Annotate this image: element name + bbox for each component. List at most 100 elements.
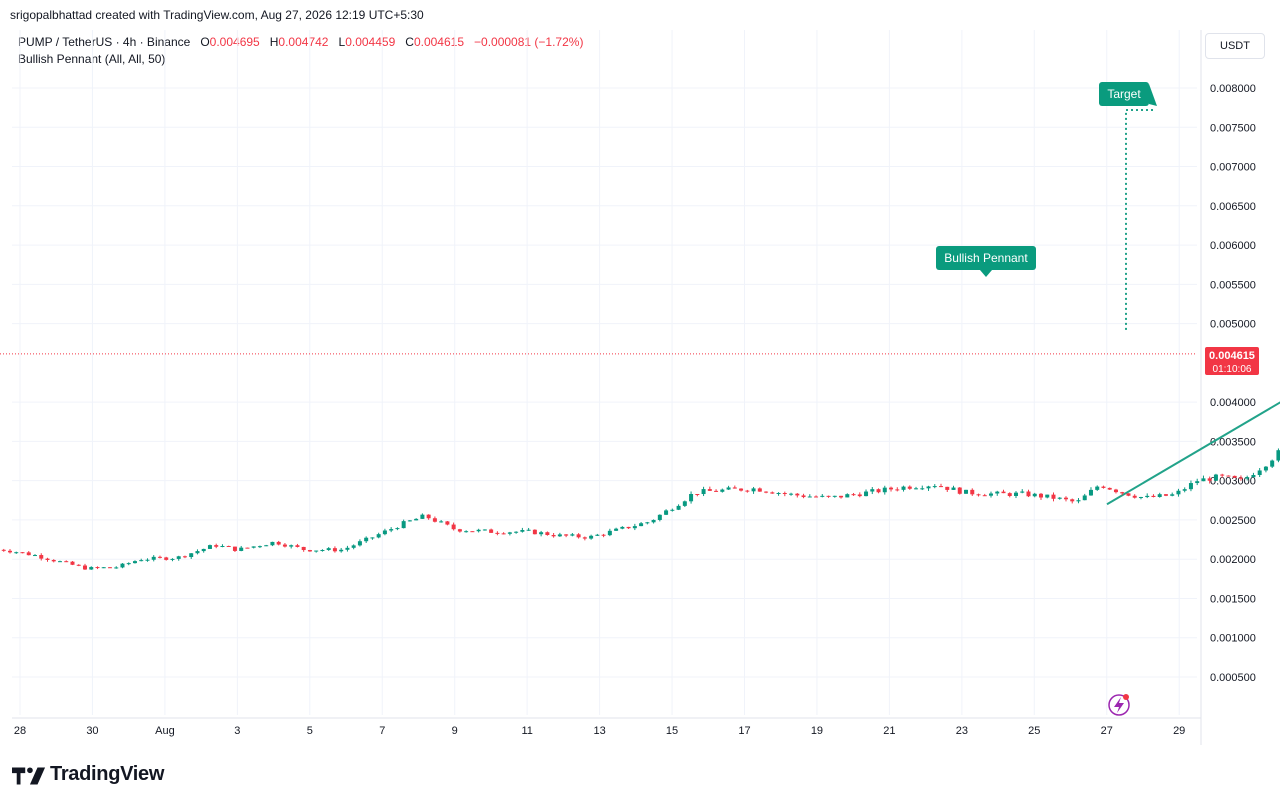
candle-up [476,529,481,532]
candle-down [857,494,862,497]
price-tick-label: 0.005000 [1210,319,1256,331]
candle-up [1138,497,1143,499]
ohlc-legend: PUMP / TetherUS · 4h · Binance O0.004695… [18,35,583,49]
candle-up [257,546,262,548]
indicator-legend[interactable]: Bullish Pennant (All, All, 50) [18,52,166,66]
pennant-label: Bullish Pennant [936,246,1036,277]
date-tick-label: 5 [307,725,313,737]
candle-down [745,490,750,492]
candle-down [982,495,987,497]
candle-up [1076,500,1081,502]
candle-up [482,529,487,531]
candle-up [914,488,919,490]
candle-up [101,567,106,569]
candle-down [626,526,631,529]
candle-down [1026,491,1031,497]
candle-up [151,556,156,560]
candle-up [320,550,325,552]
candle-up [89,567,94,570]
date-tick-label: 23 [956,725,968,737]
price-tick-label: 0.003000 [1210,476,1256,488]
open-label: O [200,35,210,49]
date-tick-label: 15 [666,725,678,737]
candle-up [645,522,650,524]
candle-up [901,486,906,490]
date-tick-label: 30 [86,725,98,737]
candle-down [470,531,475,533]
candle-down [532,529,537,535]
candle-up [220,545,225,547]
candle-down [1063,497,1068,500]
price-tick-label: 0.006000 [1210,240,1256,252]
candle-up [832,495,837,497]
candle-down [1038,493,1043,498]
candle-up [420,514,425,519]
candle-up [407,520,412,522]
candle-up [920,488,925,490]
candle-up [964,489,969,494]
candle-up [595,534,600,536]
date-tick-label: 21 [883,725,895,737]
candle-down [1126,493,1131,496]
candle-up [170,558,175,560]
candle-down [332,548,337,552]
symbol-info[interactable]: PUMP / TetherUS · 4h · Binance [18,35,191,49]
candle-up [870,489,875,492]
candle-down [8,550,13,553]
date-tick-label: 28 [14,725,26,737]
candle-down [1070,499,1075,502]
candle-down [26,552,31,556]
tradingview-logo-icon [12,766,46,784]
candle-up [120,563,125,568]
bar-countdown: 01:10:06 [1213,364,1252,375]
candle-up [401,521,406,529]
candle-down [232,546,237,551]
candle-up [326,548,331,551]
candle-down [545,532,550,535]
candle-down [551,534,556,537]
candle-up [139,560,144,562]
candle-down [1238,477,1243,479]
price-tick-label: 0.002500 [1210,515,1256,527]
candle-up [632,526,637,529]
close-value: 0.004615 [413,35,464,49]
date-tick-label: 11 [521,725,532,737]
candle-up [1245,477,1250,479]
date-tick-label: 3 [234,725,240,737]
candle-down [582,537,587,539]
candle-up [357,541,362,546]
high-value: 0.004742 [278,35,329,49]
candle-up [395,528,400,530]
candle-down [1007,493,1012,496]
pennant-label-pointer [980,270,992,277]
candle-down [970,489,975,495]
candle-down [164,557,169,560]
candle-up [370,537,375,539]
candle-down [20,552,25,554]
candle-up [251,546,256,548]
candle-up [389,529,394,531]
candle-down [707,489,712,491]
currency-button[interactable]: USDT [1205,33,1265,59]
candle-up [1020,491,1025,493]
price-tick-label: 0.008000 [1210,83,1256,95]
candle-down [601,534,606,536]
candle-up [1082,495,1087,501]
date-tick-label: 9 [452,725,458,737]
candle-up [1251,475,1256,478]
lightning-icon-dot [1123,694,1129,700]
tradingview-logo[interactable]: TradingView [12,763,164,786]
lightning-icon[interactable] [1108,694,1130,716]
candle-down [939,486,944,488]
candle-down [1,549,6,551]
change-value: −0.000081 (−1.72%) [474,35,584,49]
candle-up [820,495,825,497]
candle-up [1057,497,1062,499]
candle-down [426,514,431,519]
target-label-pointer [1149,84,1157,106]
candle-up [932,486,937,488]
candle-down [895,489,900,491]
candle-up [520,529,525,532]
candle-down [839,495,844,498]
